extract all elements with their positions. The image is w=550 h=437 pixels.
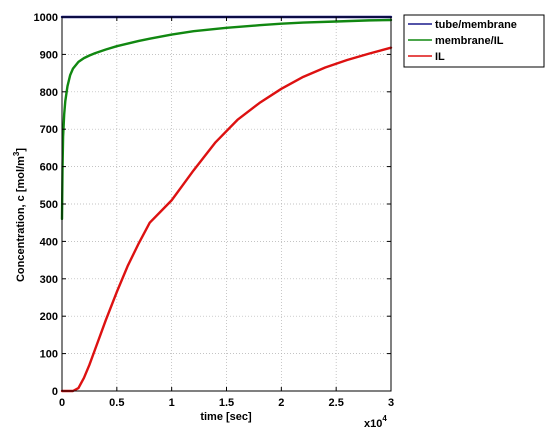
x-tick-label: 2.5 (329, 397, 344, 409)
x-axis-multiplier-exponent: 4 (382, 414, 387, 423)
x-axis-label: time [sec] (200, 411, 252, 423)
y-tick-label: 800 (40, 87, 58, 99)
series-line-1 (60, 18, 393, 221)
y-tick-label: 500 (40, 199, 58, 211)
axis-ticks: 0 0.5 1 1.5 2 2.5 3 0 100 200 300 400 500 600 700 800 90… (34, 12, 395, 409)
x-tick-label: 0.5 (109, 397, 124, 409)
y-axis-label-superscript: 3 (12, 151, 21, 156)
x-axis-multiplier-base: x10 (364, 418, 382, 430)
x-tick-label: 1.5 (219, 397, 234, 409)
y-tick-label: 900 (40, 49, 58, 61)
y-tick-label: 600 (40, 162, 58, 174)
x-tick-label: 2 (278, 397, 284, 409)
x-tick-label: 0 (59, 397, 65, 409)
y-tick-label: 400 (40, 236, 58, 248)
legend-label-2: IL (435, 51, 445, 63)
legend-label-0: tube/membrane (435, 19, 517, 31)
y-tick-label: 100 (40, 349, 58, 361)
y-axis-label-main: Concentration, c [mol/m (15, 156, 27, 282)
x-axis-multiplier: x104 (364, 414, 387, 430)
y-tick-label: 300 (40, 274, 58, 286)
y-tick-label: 700 (40, 124, 58, 136)
x-tick-label: 1 (169, 397, 175, 409)
y-axis-label-tail: ] (15, 148, 27, 152)
legend: tube/membrane membrane/IL IL (403, 14, 545, 68)
y-axis-label: Concentration, c [mol/m3] (12, 148, 27, 282)
series-line-2 (60, 46, 393, 393)
x-tick-label: 3 (388, 397, 394, 409)
grid (62, 17, 391, 391)
y-tick-label: 0 (52, 386, 58, 398)
y-tick-label: 200 (40, 311, 58, 323)
y-tick-label: 1000 (34, 12, 58, 24)
legend-label-1: membrane/IL (435, 35, 504, 47)
